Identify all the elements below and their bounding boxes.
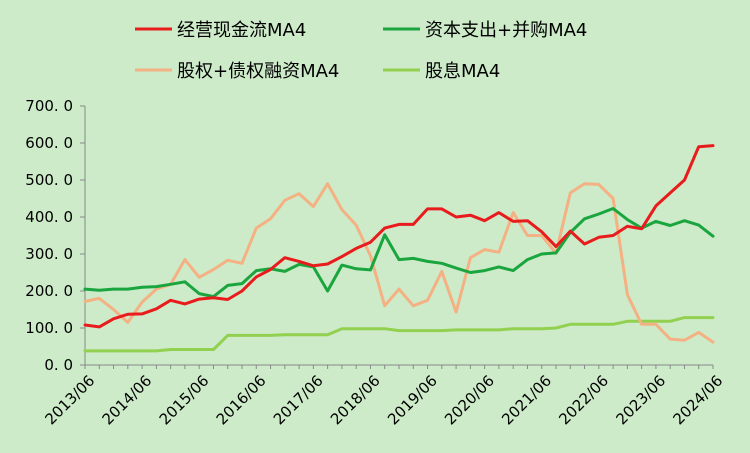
x-tick-label: 2014/06 <box>99 372 156 429</box>
x-tick-label: 2016/06 <box>213 372 270 429</box>
x-tick-label: 2024/06 <box>670 372 727 429</box>
x-tick-label: 2017/06 <box>270 372 327 429</box>
y-tick-label: 600. 0 <box>25 134 73 152</box>
y-tick-label: 200. 0 <box>25 282 73 300</box>
y-tick-label: 500. 0 <box>25 171 73 189</box>
x-tick-label: 2015/06 <box>156 372 213 429</box>
x-tick-label: 2018/06 <box>327 372 384 429</box>
y-axis: 0. 0 100. 0 200. 0 300. 0 400. 0 500. 0 600. 0… <box>25 97 86 374</box>
legend-label-operating-cash-flow: 经营现金流MA4 <box>177 20 306 41</box>
series-line-operating-cash-flow <box>83 144 715 329</box>
x-tick-label: 2019/06 <box>384 372 441 429</box>
series-line-capex-acquisitions <box>83 207 715 299</box>
x-tick-label: 2020/06 <box>441 372 498 429</box>
plot-lines <box>83 144 715 353</box>
series-line-dividends <box>83 316 715 353</box>
y-tick-label: 400. 0 <box>25 208 73 226</box>
legend-label-dividends: 股息MA4 <box>425 61 500 82</box>
legend-label-equity-debt-financing: 股权+债权融资MA4 <box>177 61 339 82</box>
y-tick-label: 100. 0 <box>25 319 73 337</box>
y-tick-label: 0. 0 <box>44 356 73 374</box>
y-tick-label: 300. 0 <box>25 245 73 263</box>
series-line-equity-debt-financing <box>83 182 715 344</box>
x-axis: 2013/06 2014/06 2015/06 2016/06 2017/06 2018/… <box>42 364 727 429</box>
x-tick-label: 2013/06 <box>42 372 99 429</box>
legend: 经营现金流MA4 资本支出+并购MA4 股权+债权融资MA4 股息MA4 <box>135 20 587 82</box>
x-tick-label: 2021/06 <box>498 372 555 429</box>
x-tick-label: 2023/06 <box>612 372 669 429</box>
legend-item-equity-debt-financing: 股权+债权融资MA4 <box>135 61 339 82</box>
y-tick-label: 700. 0 <box>25 97 73 115</box>
legend-item-operating-cash-flow: 经营现金流MA4 <box>135 20 306 41</box>
legend-item-capex-acquisitions: 资本支出+并购MA4 <box>383 20 587 41</box>
legend-item-dividends: 股息MA4 <box>383 61 500 82</box>
legend-label-capex-acquisitions: 资本支出+并购MA4 <box>425 20 587 41</box>
x-tick-label: 2022/06 <box>555 372 612 429</box>
